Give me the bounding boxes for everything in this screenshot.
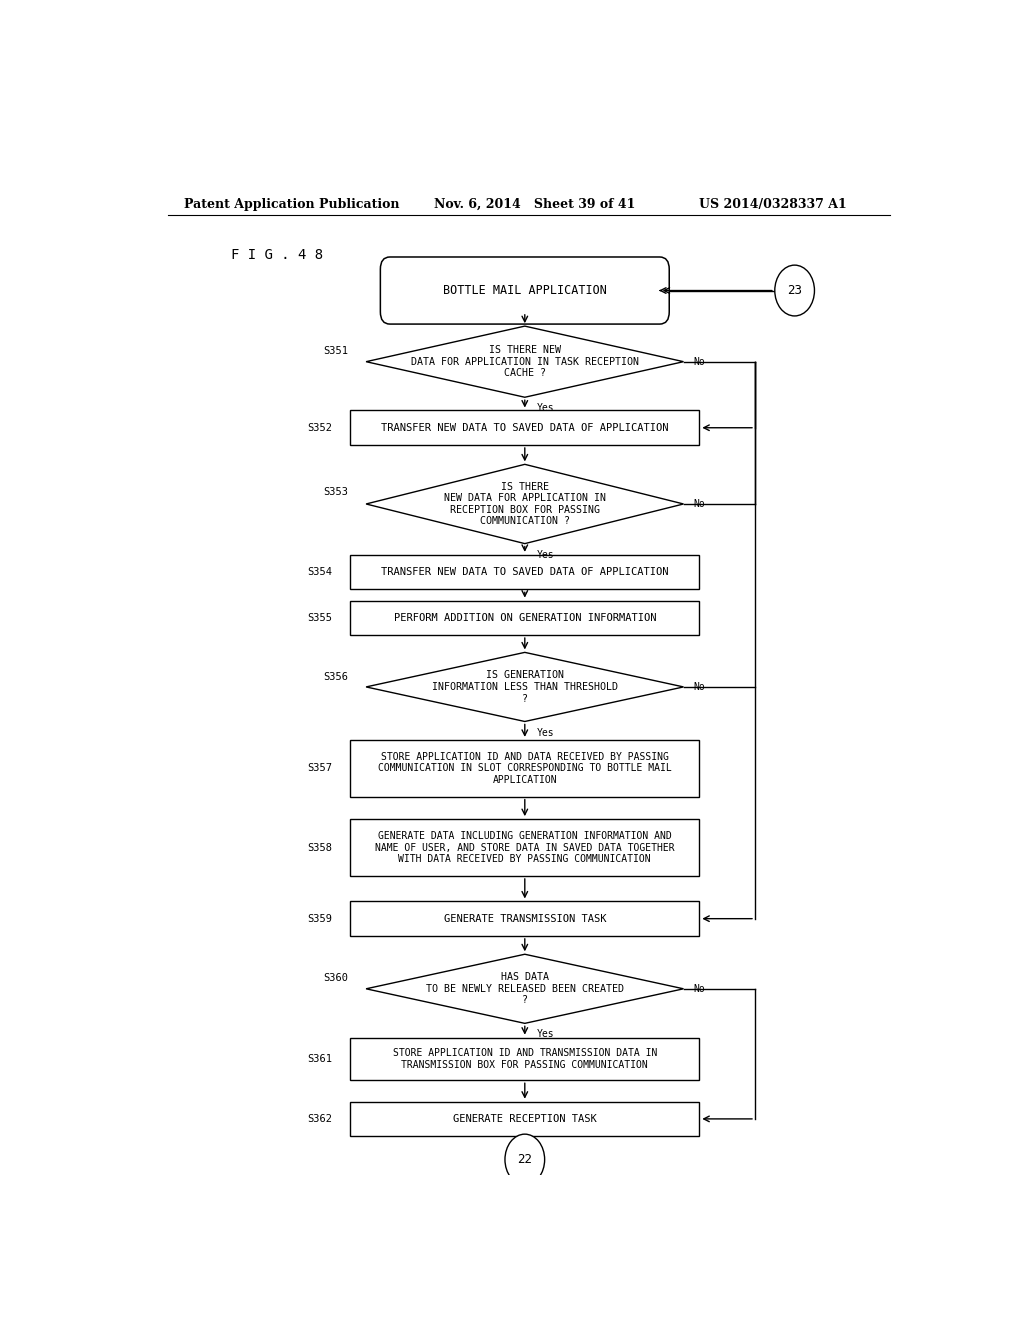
Text: No: No: [693, 682, 705, 692]
Text: No: No: [693, 499, 705, 510]
Text: PERFORM ADDITION ON GENERATION INFORMATION: PERFORM ADDITION ON GENERATION INFORMATI…: [393, 612, 656, 623]
Text: S356: S356: [324, 672, 348, 681]
Text: No: No: [693, 356, 705, 367]
Polygon shape: [367, 326, 684, 397]
Text: Yes: Yes: [537, 727, 554, 738]
Text: No: No: [693, 983, 705, 994]
Bar: [350, 554, 699, 589]
Text: S352: S352: [308, 422, 333, 433]
Text: S354: S354: [308, 568, 333, 577]
Text: STORE APPLICATION ID AND DATA RECEIVED BY PASSING
COMMUNICATION IN SLOT CORRESPO: STORE APPLICATION ID AND DATA RECEIVED B…: [378, 751, 672, 785]
Text: S353: S353: [324, 487, 348, 498]
Bar: [350, 1038, 699, 1080]
Text: 22: 22: [517, 1154, 532, 1166]
FancyBboxPatch shape: [380, 257, 670, 325]
Text: Yes: Yes: [537, 549, 554, 560]
Text: S360: S360: [324, 973, 348, 983]
Text: 23: 23: [787, 284, 802, 297]
Circle shape: [505, 1134, 545, 1185]
Text: S357: S357: [308, 763, 333, 774]
Text: S358: S358: [308, 842, 333, 853]
Text: Yes: Yes: [537, 1030, 554, 1039]
Text: IS THERE
NEW DATA FOR APPLICATION IN
RECEPTION BOX FOR PASSING
COMMUNICATION ?: IS THERE NEW DATA FOR APPLICATION IN REC…: [443, 482, 606, 527]
Text: S351: S351: [324, 346, 348, 356]
Text: GENERATE DATA INCLUDING GENERATION INFORMATION AND
NAME OF USER, AND STORE DATA : GENERATE DATA INCLUDING GENERATION INFOR…: [375, 830, 675, 865]
Text: Patent Application Publication: Patent Application Publication: [183, 198, 399, 211]
Polygon shape: [367, 652, 684, 722]
Text: TRANSFER NEW DATA TO SAVED DATA OF APPLICATION: TRANSFER NEW DATA TO SAVED DATA OF APPLI…: [381, 568, 669, 577]
Text: IS THERE NEW
DATA FOR APPLICATION IN TASK RECEPTION
CACHE ?: IS THERE NEW DATA FOR APPLICATION IN TAS…: [411, 345, 639, 379]
Bar: [350, 739, 699, 797]
Text: S359: S359: [308, 913, 333, 924]
Text: US 2014/0328337 A1: US 2014/0328337 A1: [699, 198, 847, 211]
Bar: [350, 411, 699, 445]
Polygon shape: [367, 465, 684, 544]
Text: BOTTLE MAIL APPLICATION: BOTTLE MAIL APPLICATION: [442, 284, 607, 297]
Text: S361: S361: [308, 1053, 333, 1064]
Text: HAS DATA
TO BE NEWLY RELEASED BEEN CREATED
?: HAS DATA TO BE NEWLY RELEASED BEEN CREAT…: [426, 973, 624, 1006]
Bar: [350, 902, 699, 936]
Text: GENERATE RECEPTION TASK: GENERATE RECEPTION TASK: [453, 1114, 597, 1123]
Polygon shape: [367, 954, 684, 1023]
Text: Yes: Yes: [537, 404, 554, 413]
Text: S355: S355: [308, 612, 333, 623]
Circle shape: [775, 265, 814, 315]
Bar: [350, 818, 699, 876]
Text: GENERATE TRANSMISSION TASK: GENERATE TRANSMISSION TASK: [443, 913, 606, 924]
Text: STORE APPLICATION ID AND TRANSMISSION DATA IN
TRANSMISSION BOX FOR PASSING COMMU: STORE APPLICATION ID AND TRANSMISSION DA…: [392, 1048, 657, 1069]
Text: Nov. 6, 2014   Sheet 39 of 41: Nov. 6, 2014 Sheet 39 of 41: [433, 198, 635, 211]
Text: F I G . 4 8: F I G . 4 8: [231, 248, 324, 261]
Text: IS GENERATION
INFORMATION LESS THAN THRESHOLD
?: IS GENERATION INFORMATION LESS THAN THRE…: [432, 671, 617, 704]
Text: S362: S362: [308, 1114, 333, 1123]
Text: TRANSFER NEW DATA TO SAVED DATA OF APPLICATION: TRANSFER NEW DATA TO SAVED DATA OF APPLI…: [381, 422, 669, 433]
Bar: [350, 601, 699, 635]
Bar: [350, 1102, 699, 1137]
